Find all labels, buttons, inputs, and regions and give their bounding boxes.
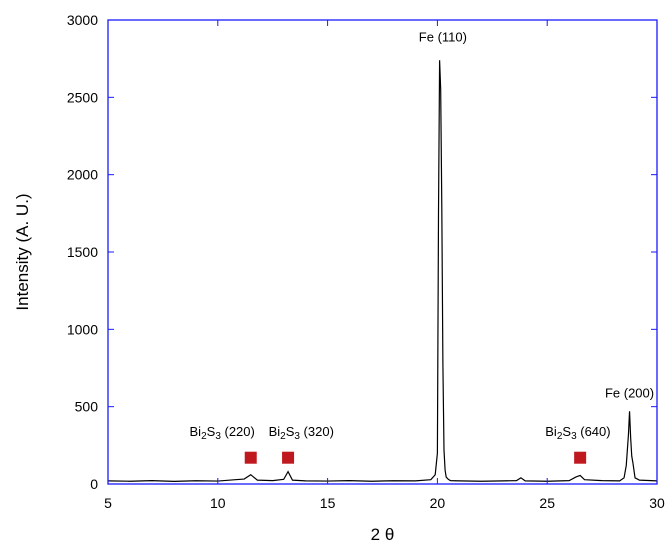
peak-label-0: Fe (110) [419,30,467,45]
phase-marker-4 [574,451,587,464]
x-axis-title: 2 θ [371,525,395,544]
y-tick-label: 3000 [67,12,98,28]
plot-frame [107,19,658,485]
x-tick-label: 25 [539,495,555,511]
peak-label-4: Bi2S3 (640) [545,424,610,442]
y-tick-label: 2500 [67,89,98,105]
axes: 5 10 15 20 25 30 0 500 1000 1500 2000 2500 3000 [67,12,665,511]
y-tick-label: 1000 [67,321,98,337]
series-line-0 [107,60,658,482]
y-tick-label: 500 [75,399,99,415]
plot-area [107,60,658,482]
y-tick-label: 0 [90,476,98,492]
peak-label-3: Bi2S3 (320) [269,424,334,442]
y-tick-label: 2000 [67,167,98,183]
x-tick-label: 15 [320,495,336,511]
y-axis-title: Intensity (A. U.) [13,193,32,310]
annotations: Fe (110) Fe (200) Bi2S3 (220) Bi2S3 (320) Bi… [190,30,654,464]
phase-marker-2 [244,451,257,464]
peak-label-2: Bi2S3 (220) [190,424,255,442]
x-tick-label: 5 [104,495,112,511]
y-tick-label: 1500 [67,244,98,260]
x-tick-label: 10 [210,495,226,511]
peak-label-1: Fe (200) [605,385,654,400]
x-tick-label: 20 [430,495,446,511]
x-tick-label: 30 [649,495,665,511]
phase-marker-3 [282,451,295,464]
